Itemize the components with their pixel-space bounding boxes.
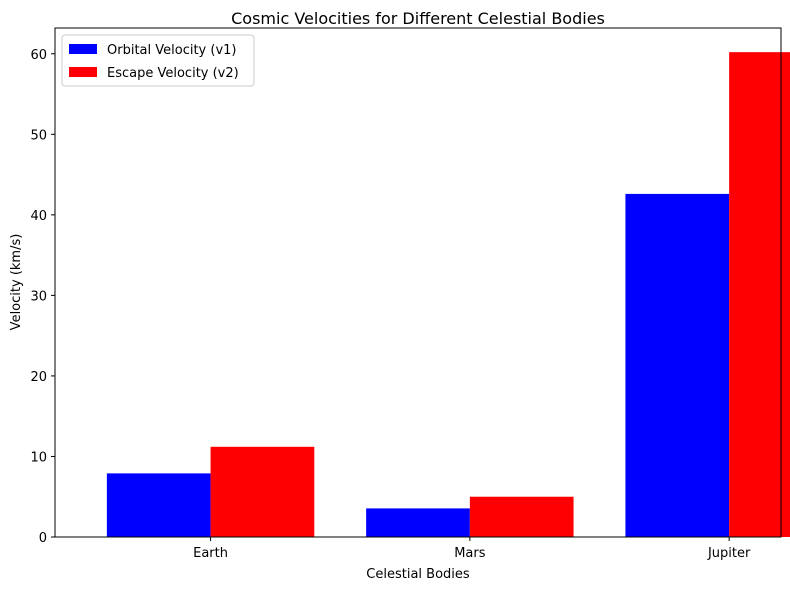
bar-escape-jupiter [729,52,790,537]
legend-box [61,34,255,87]
x-tick-label-jupiter: Jupiter [707,546,751,561]
legend-label-orbital: Orbital Velocity (v1) [107,43,237,58]
y-axis-label: Velocity (km/s) [9,234,24,331]
bar-orbital-jupiter [625,193,730,537]
legend-label-escape: Escape Velocity (v2) [107,66,239,81]
bar-escape-mars [469,496,574,537]
y-tick-label: 10 [30,450,47,465]
x-axis-ticks: Earth Mars Jupiter [193,537,751,561]
x-tick-label-earth: Earth [193,546,228,561]
y-tick-label: 30 [30,289,47,304]
y-tick-label: 60 [30,48,47,63]
bars-group [106,52,790,538]
bar-escape-earth [210,446,315,537]
bar-orbital-earth [106,473,211,538]
y-tick-label: 0 [39,531,47,546]
x-axis-label: Celestial Bodies [366,567,470,582]
y-tick-label: 50 [30,128,47,143]
y-tick-label: 20 [30,370,47,385]
plot-frame [54,27,782,538]
x-tick-label-mars: Mars [454,546,486,561]
chart-title: Cosmic Velocities for Different Celestia… [231,9,605,28]
legend-swatch-orbital [69,44,97,54]
y-tick-label: 40 [30,209,47,224]
legend: Orbital Velocity (v1) Escape Velocity (v… [61,34,255,87]
y-axis-ticks: 0 10 20 30 40 50 60 [30,48,55,546]
legend-swatch-escape [69,67,97,77]
bar-orbital-mars [366,508,470,537]
